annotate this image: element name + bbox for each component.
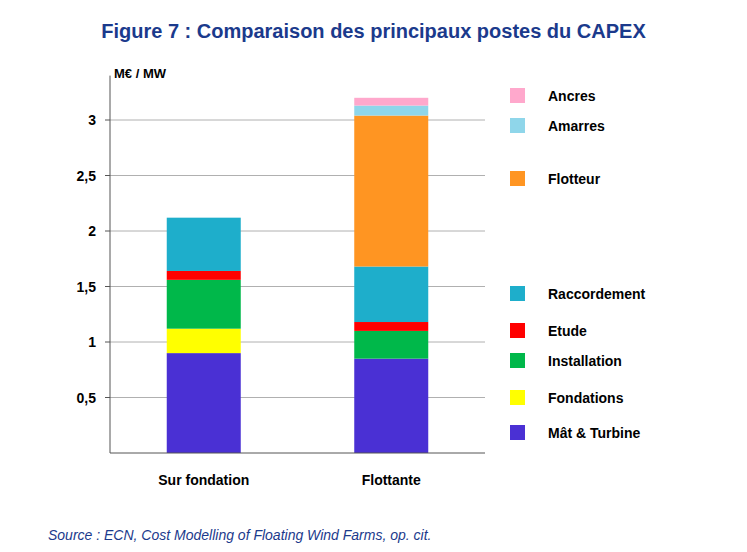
legend-label: Ancres	[548, 88, 596, 104]
y-tick	[105, 397, 110, 398]
bar-segment	[167, 329, 241, 353]
grid-line	[110, 342, 485, 343]
legend-swatch	[510, 286, 525, 301]
y-tick	[105, 231, 110, 232]
y-tick	[105, 286, 110, 287]
bar-segment	[167, 280, 241, 329]
bars	[167, 98, 429, 453]
y-tick-label: 2	[88, 223, 96, 239]
legend-swatch	[510, 390, 525, 405]
legend-label: Installation	[548, 353, 622, 369]
bar-segment	[354, 331, 428, 359]
y-tick-label: 1,5	[77, 279, 97, 295]
y-axis-label: M€ / MW	[114, 66, 167, 81]
y-tick	[105, 120, 110, 121]
legend-swatch	[510, 88, 525, 103]
legend-swatch	[510, 171, 525, 186]
legend-swatch	[510, 323, 525, 338]
legend-swatch	[510, 353, 525, 368]
bar-segment	[354, 116, 428, 267]
grid-line	[110, 231, 485, 232]
bar-segment	[354, 98, 428, 106]
bar-segment	[354, 322, 428, 331]
y-tick-label: 2,5	[77, 168, 97, 184]
bar-segment	[167, 217, 241, 218]
y-tick	[105, 175, 110, 176]
y-axis	[110, 76, 111, 453]
bar-segment	[354, 267, 428, 323]
x-axis	[110, 453, 485, 454]
title: Figure 7 : Comparaison des principaux po…	[101, 20, 646, 42]
bar-segment	[167, 271, 241, 280]
y-tick-label: 3	[88, 112, 96, 128]
legend-label: Mât & Turbine	[548, 425, 641, 441]
legend-label: Flotteur	[548, 171, 601, 187]
source: Source : ECN, Cost Modelling of Floating…	[48, 527, 431, 543]
legend-label: Amarres	[548, 118, 605, 134]
grid-line	[110, 397, 485, 398]
x-tick-label: Sur fondation	[158, 472, 249, 488]
legend-swatch	[510, 118, 525, 133]
bar-segment	[167, 217, 241, 218]
legend-label: Fondations	[548, 390, 624, 406]
y-tick-label: 1	[88, 334, 96, 350]
bar-segment	[354, 106, 428, 116]
bar-segment	[167, 218, 241, 271]
legend-label: Raccordement	[548, 286, 646, 302]
bar-segment	[167, 353, 241, 453]
legend-label: Etude	[548, 323, 587, 339]
x-tick-label: Flottante	[362, 472, 421, 488]
bar-segment	[354, 359, 428, 453]
chart: Figure 7 : Comparaison des principaux po…	[0, 0, 747, 552]
grid-line	[110, 175, 485, 176]
y-tick-label: 0,5	[77, 390, 97, 406]
y-tick	[105, 342, 110, 343]
grid-line	[110, 286, 485, 287]
legend-swatch	[510, 425, 525, 440]
bar-segment	[167, 217, 241, 218]
grid-line	[110, 120, 485, 121]
